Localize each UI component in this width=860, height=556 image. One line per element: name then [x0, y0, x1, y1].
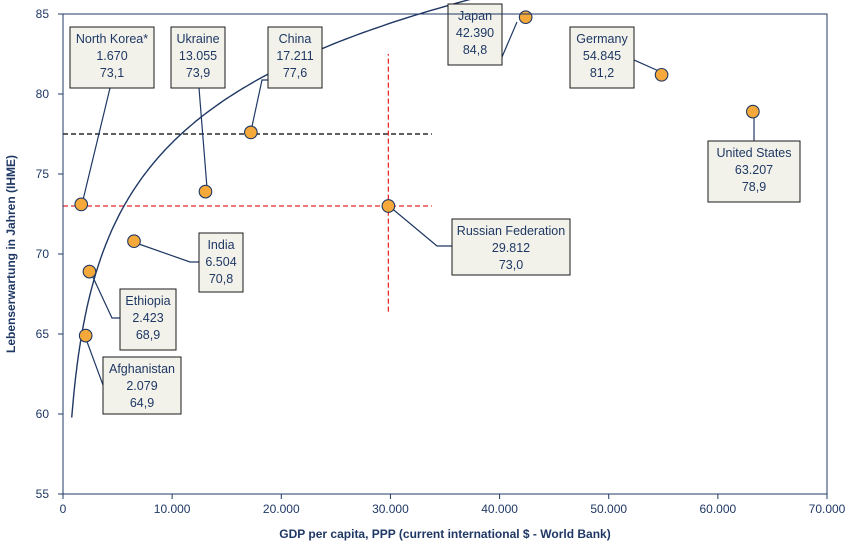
data-label-box: [451, 218, 571, 276]
label-leader-line: [633, 59, 662, 73]
data-point: [127, 234, 141, 249]
data-label-country: United States: [716, 146, 791, 160]
data-label-country: Ukraine: [176, 32, 219, 46]
data-point: [74, 197, 89, 212]
data-point: [518, 10, 533, 25]
label-leader-line: [388, 205, 452, 247]
x-tick-label: 60.000: [700, 502, 737, 516]
data-label-country: Ethiopia: [125, 294, 170, 308]
data-label-box: [267, 26, 323, 89]
x-tick-label: 0: [60, 502, 67, 516]
x-tick-label: 10.000: [154, 502, 191, 516]
data-label-country: Japan: [458, 9, 492, 23]
data-label-box: [569, 26, 635, 89]
data-label-box: [119, 288, 177, 351]
label-leader-line: [250, 79, 268, 132]
data-label-boxes: North Korea* 1.670 73,1 Ukraine 13.055 73,9 Ch…: [69, 3, 801, 415]
y-tick-label: 65: [36, 327, 50, 341]
data-label-life-expectancy: 81,2: [590, 66, 614, 80]
x-tick-label: 40.000: [481, 502, 518, 516]
data-label-gdp: 13.055: [179, 49, 217, 63]
x-axis-title: GDP per capita, PPP (current internation…: [279, 527, 610, 541]
data-label-gdp: 6.504: [205, 255, 236, 269]
data-points: [74, 10, 760, 343]
label-leader-line: [198, 87, 208, 189]
data-label-gdp: 42.390: [456, 26, 494, 40]
y-tick-label: 55: [36, 487, 50, 501]
data-point: [82, 264, 97, 279]
x-tick-label: 20.000: [263, 502, 300, 516]
data-label-country: China: [279, 32, 312, 46]
x-tick-label: 70.000: [809, 502, 846, 516]
data-label-country: Afghanistan: [109, 362, 175, 376]
data-point: [381, 199, 396, 213]
data-label-life-expectancy: 84,8: [463, 43, 487, 57]
data-label-box: [198, 232, 244, 293]
data-label-life-expectancy: 73,9: [186, 66, 210, 80]
y-tick-label: 60: [36, 407, 50, 421]
data-point: [198, 184, 213, 199]
data-label-box: [707, 140, 801, 203]
data-label-life-expectancy: 73,0: [499, 258, 523, 272]
data-point: [654, 67, 669, 82]
data-label-life-expectancy: 78,9: [742, 180, 766, 194]
label-leader-line: [135, 242, 199, 263]
data-label-box: [102, 356, 182, 415]
label-leader-line: [85, 338, 104, 386]
data-label-gdp: 29.812: [492, 241, 530, 255]
label-leader-line: [90, 272, 120, 319]
data-point: [243, 125, 258, 140]
data-label-life-expectancy: 77,6: [283, 66, 307, 80]
x-tick-label: 30.000: [372, 502, 409, 516]
data-label-gdp: 63.207: [735, 163, 773, 177]
data-label-country: Russian Federation: [457, 224, 565, 238]
data-point: [746, 104, 760, 119]
y-axis-title: Lebenserwartung in Jahren (IHME): [4, 155, 18, 353]
label-leader-line: [501, 21, 518, 58]
data-label-gdp: 54.845: [583, 49, 621, 63]
data-label-gdp: 2.423: [132, 311, 163, 325]
y-tick-label: 80: [36, 87, 50, 101]
data-label-life-expectancy: 70,8: [209, 272, 233, 286]
data-label-life-expectancy: 73,1: [100, 66, 124, 80]
label-leaders: [82, 21, 755, 386]
y-tick-label: 85: [36, 7, 50, 21]
y-tick-label: 70: [36, 247, 50, 261]
data-label-box: [69, 26, 155, 89]
y-tick-label: 75: [36, 167, 50, 181]
data-label-box: [170, 26, 226, 89]
data-label-life-expectancy: 64,9: [130, 396, 154, 410]
x-tick-label: 50.000: [590, 502, 627, 516]
data-label-gdp: 1.670: [96, 49, 127, 63]
data-label-country: Germany: [576, 32, 628, 46]
axes: 0 10.000 20.000 30.000 40.000 50.000 60.000 70.…: [36, 7, 846, 516]
data-label-country: North Korea*: [76, 32, 148, 46]
data-label-life-expectancy: 68,9: [136, 328, 160, 342]
label-leader-line: [82, 87, 111, 201]
data-label-country: India: [207, 238, 234, 252]
data-label-gdp: 17.211: [276, 49, 313, 63]
data-point: [78, 328, 93, 343]
data-label-gdp: 2.079: [126, 379, 157, 393]
